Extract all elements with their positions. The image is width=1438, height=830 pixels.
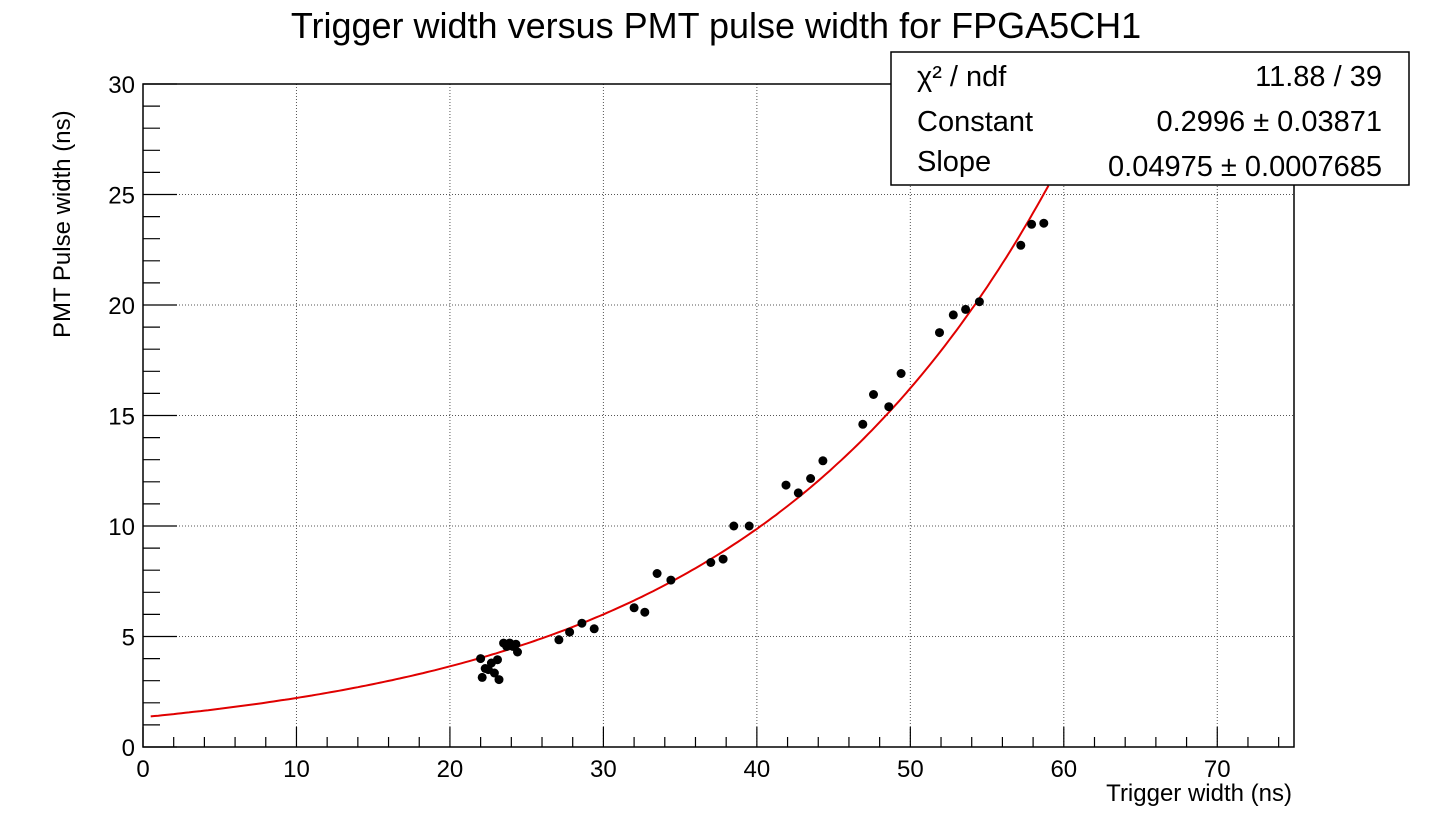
data-point xyxy=(896,369,906,378)
data-point xyxy=(793,488,803,498)
data-point xyxy=(884,402,894,412)
stats-constant-label: Constant xyxy=(917,106,1033,138)
data-point xyxy=(577,618,587,628)
y-tick-label: 30 xyxy=(108,72,135,99)
data-point xyxy=(511,639,521,649)
data-point xyxy=(718,554,728,564)
x-tick-label: 30 xyxy=(590,756,617,783)
x-axis-label: Trigger width (ns) xyxy=(1106,780,1292,807)
data-point xyxy=(818,456,828,466)
x-tick-label: 60 xyxy=(1050,756,1077,783)
y-tick-label: 25 xyxy=(108,183,135,210)
stats-chi2-value: 11.88 / 39 xyxy=(1255,61,1382,93)
data-point xyxy=(858,419,868,429)
data-point xyxy=(629,603,639,613)
data-point xyxy=(961,304,971,314)
data-point xyxy=(493,655,502,665)
data-point xyxy=(554,635,564,645)
data-point xyxy=(476,654,486,664)
x-tick-label: 70 xyxy=(1204,756,1231,783)
data-point xyxy=(948,310,958,320)
y-tick-label: 15 xyxy=(108,404,135,431)
x-tick-label: 10 xyxy=(283,756,310,783)
data-point xyxy=(1039,218,1049,228)
data-point xyxy=(1016,240,1026,250)
chart-title: Trigger width versus PMT pulse width for… xyxy=(291,5,1141,46)
x-tick-label: 0 xyxy=(136,756,149,783)
x-tick-label: 20 xyxy=(437,756,464,783)
data-point xyxy=(744,521,754,531)
stats-slope-value: 0.04975 ± 0.0007685 xyxy=(1108,151,1382,183)
y-tick-label: 20 xyxy=(108,293,135,320)
stats-slope-label: Slope xyxy=(917,146,991,178)
stats-chi2-label: χ² / ndf xyxy=(917,61,1007,93)
stats-box-frame xyxy=(890,51,1410,186)
fit-curve xyxy=(150,185,1050,718)
y-tick-label: 0 xyxy=(122,735,135,762)
data-point xyxy=(869,390,878,399)
data-point xyxy=(806,474,816,483)
y-tick-label: 5 xyxy=(122,625,135,652)
data-point xyxy=(1027,219,1037,229)
data-point xyxy=(589,624,599,634)
data-point xyxy=(513,647,522,657)
y-tick-labels: 0 5 10 15 20 25 30 xyxy=(108,72,135,762)
data-point xyxy=(935,328,944,338)
data-point xyxy=(489,668,499,678)
axis-ticks xyxy=(142,83,1280,748)
stats-constant-value: 0.2996 ± 0.03871 xyxy=(1156,106,1382,138)
fit-layer xyxy=(150,185,1050,718)
data-point xyxy=(729,521,739,531)
y-tick-label: 10 xyxy=(108,514,135,541)
stats-box: χ² / ndf 11.88 / 39 Constant 0.2996 ± 0.… xyxy=(890,51,1410,186)
data-point xyxy=(565,627,575,637)
data-point xyxy=(477,672,487,682)
points-layer xyxy=(476,218,1049,685)
data-point xyxy=(666,575,676,585)
y-axis-label: PMT Pulse width (ns) xyxy=(49,110,76,338)
data-point xyxy=(494,675,504,685)
grid xyxy=(143,84,1294,747)
data-point xyxy=(706,558,716,567)
data-point xyxy=(640,607,650,617)
data-point xyxy=(652,569,662,578)
x-tick-label: 50 xyxy=(897,756,924,783)
data-point xyxy=(781,480,791,490)
data-point xyxy=(974,297,984,307)
x-tick-label: 40 xyxy=(744,756,771,783)
x-tick-labels: 0 10 20 30 40 50 60 70 xyxy=(136,756,1230,783)
